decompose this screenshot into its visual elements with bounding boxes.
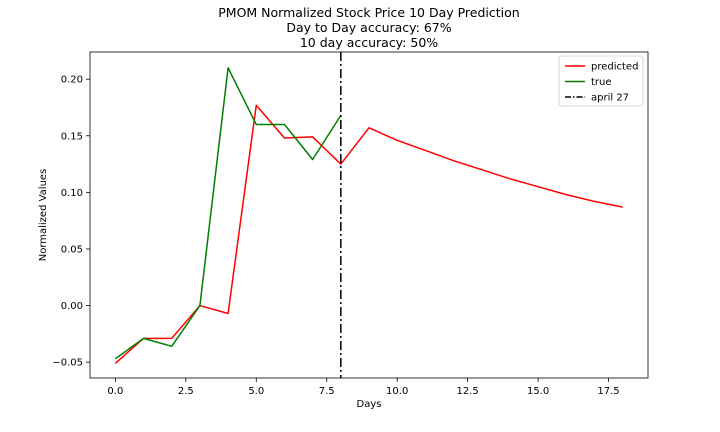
x-tick-label: 12.5 (457, 386, 479, 397)
legend-label-april-27: april 27 (591, 93, 629, 104)
y-tick-label: 0.15 (61, 131, 83, 142)
y-tick-label: 0.05 (61, 244, 83, 255)
series-line-predicted (114, 104, 623, 364)
series-line-true (114, 67, 342, 360)
y-axis-label: Normalized Values (38, 169, 49, 262)
x-tick-label: 2.5 (178, 386, 194, 397)
chart-title: PMOM Normalized Stock Price 10 Day Predi… (218, 5, 519, 50)
legend-label-true: true (591, 77, 612, 88)
axes-frame (89, 51, 649, 379)
x-tick-label: 17.5 (597, 386, 619, 397)
x-tick-label: 7.5 (319, 386, 335, 397)
chart-title-line-3: 10 day accuracy: 50% (300, 35, 438, 50)
chart-title-line-2: Day to Day accuracy: 67% (286, 20, 451, 35)
x-tick-label: 15.0 (527, 386, 549, 397)
chart-title-line-1: PMOM Normalized Stock Price 10 Day Predi… (218, 5, 519, 20)
y-tick-label: 0.10 (61, 188, 83, 199)
x-tick-label: 5.0 (248, 386, 264, 397)
y-tick-label: 0.20 (61, 75, 83, 86)
x-tick-label: 10.0 (386, 386, 408, 397)
x-axis-label: Days (357, 399, 382, 410)
plot-area (114, 52, 623, 378)
axes: 0.0 2.5 5.0 7.5 10.0 12.5 15.0 17.5 −0.05 0.00 0.0… (52, 51, 649, 397)
y-tick-label: −0.05 (52, 358, 83, 369)
y-tick-label: 0.00 (61, 301, 83, 312)
legend: predicted true april 27 (558, 55, 644, 107)
legend-label-predicted: predicted (591, 62, 638, 73)
legend-box (558, 55, 644, 107)
x-tick-label: 0.0 (107, 386, 123, 397)
